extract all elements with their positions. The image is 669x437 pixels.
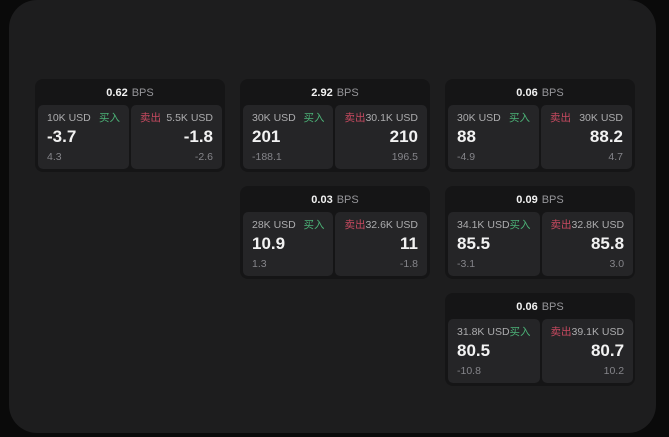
buy-tag: 买入 <box>509 326 531 338</box>
buy-tile[interactable]: 30K USD 买入 201 -188.1 <box>243 105 334 169</box>
sell-price: 11 <box>400 234 418 253</box>
sell-tile[interactable]: 卖出 5.5K USD -1.8 -2.6 <box>131 105 222 169</box>
bps-value: 0.06 <box>516 301 538 313</box>
quote-cards-grid: 0.62 BPS 10K USD 买入 -3.7 4.3 卖出 5.5K USD <box>35 79 635 386</box>
sell-tile[interactable]: 卖出 32.6K USD 11 -1.8 <box>335 212 427 276</box>
sell-change: 10.2 <box>603 365 625 377</box>
sell-notional: 39.1K USD <box>571 326 625 338</box>
buy-tile[interactable]: 31.8K USD 买入 80.5 -10.8 <box>448 319 540 383</box>
card-header: 0.06 BPS <box>448 296 632 319</box>
sell-price: 85.8 <box>590 234 625 253</box>
buy-change: 4.3 <box>47 151 62 163</box>
quote-card: 0.62 BPS 10K USD 买入 -3.7 4.3 卖出 5.5K USD <box>35 79 225 172</box>
card-header: 2.92 BPS <box>243 82 427 105</box>
buy-change: 1.3 <box>252 258 267 270</box>
buy-tag: 买入 <box>99 112 120 124</box>
buy-price: 88 <box>457 127 476 146</box>
sell-tag: 卖出 <box>140 112 161 124</box>
buy-change: -10.8 <box>457 365 481 377</box>
buy-notional: 34.1K USD <box>457 219 510 231</box>
sell-tile[interactable]: 卖出 30.1K USD 210 196.5 <box>335 105 427 169</box>
buy-tag: 买入 <box>509 219 531 231</box>
buy-notional: 30K USD <box>457 112 501 124</box>
card-header: 0.62 BPS <box>38 82 222 105</box>
bps-unit-label: BPS <box>336 194 359 206</box>
sell-price: -1.8 <box>183 127 213 146</box>
buy-price: 10.9 <box>252 234 286 253</box>
sell-price: 88.2 <box>589 127 623 146</box>
sell-tag: 卖出 <box>550 219 572 231</box>
bps-value: 0.03 <box>311 194 333 206</box>
bps-value: 0.06 <box>516 87 538 99</box>
buy-change: -3.1 <box>457 258 476 270</box>
quote-card: 0.06 BPS 30K USD 买入 88 -4.9 卖出 30K USD <box>445 79 635 172</box>
sell-change: 3.0 <box>609 258 625 270</box>
buy-price: 85.5 <box>457 234 491 253</box>
sell-price: 210 <box>389 127 418 146</box>
bps-unit-label: BPS <box>336 87 359 99</box>
sell-change: -1.8 <box>399 258 418 270</box>
buy-tag: 买入 <box>303 219 325 231</box>
buy-tag: 买入 <box>509 112 530 124</box>
sell-tag: 卖出 <box>344 219 366 231</box>
buy-notional: 31.8K USD <box>457 326 510 338</box>
buy-tag: 买入 <box>303 112 325 124</box>
sell-notional: 32.8K USD <box>571 219 625 231</box>
sell-tile[interactable]: 卖出 30K USD 88.2 4.7 <box>541 105 632 169</box>
sell-change: 4.7 <box>608 151 623 163</box>
sell-price: 80.7 <box>590 341 625 360</box>
bps-unit-label: BPS <box>541 87 564 99</box>
quote-card: 0.09 BPS 34.1K USD 买入 85.5 -3.1 卖出 32.8K… <box>445 186 635 279</box>
sell-change: -2.6 <box>194 151 213 163</box>
buy-notional: 28K USD <box>252 219 296 231</box>
buy-tile[interactable]: 34.1K USD 买入 85.5 -3.1 <box>448 212 540 276</box>
quote-card: 0.06 BPS 31.8K USD 买入 80.5 -10.8 卖出 39.1… <box>445 293 635 386</box>
card-header: 0.03 BPS <box>243 189 427 212</box>
sell-tag: 卖出 <box>550 112 571 124</box>
buy-price: -3.7 <box>47 127 77 146</box>
sell-tag: 卖出 <box>344 112 366 124</box>
bps-value: 0.09 <box>516 194 538 206</box>
sell-tile[interactable]: 卖出 39.1K USD 80.7 10.2 <box>541 319 634 383</box>
buy-tile[interactable]: 30K USD 买入 88 -4.9 <box>448 105 539 169</box>
sell-tag: 卖出 <box>550 326 572 338</box>
buy-tile[interactable]: 10K USD 买入 -3.7 4.3 <box>38 105 129 169</box>
bps-unit-label: BPS <box>131 87 154 99</box>
bps-unit-label: BPS <box>541 301 564 313</box>
buy-notional: 10K USD <box>47 112 91 124</box>
sell-notional: 30.1K USD <box>365 112 418 124</box>
buy-change: -4.9 <box>457 151 476 163</box>
quote-card: 2.92 BPS 30K USD 买入 201 -188.1 卖出 30.1K … <box>240 79 430 172</box>
sell-notional: 30K USD <box>579 112 623 124</box>
buy-change: -188.1 <box>252 151 282 163</box>
card-header: 0.06 BPS <box>448 82 632 105</box>
bps-value: 0.62 <box>106 87 128 99</box>
buy-tile[interactable]: 28K USD 买入 10.9 1.3 <box>243 212 334 276</box>
buy-price: 80.5 <box>457 341 491 360</box>
trading-panel: 0.62 BPS 10K USD 买入 -3.7 4.3 卖出 5.5K USD <box>9 0 656 433</box>
sell-notional: 32.6K USD <box>365 219 418 231</box>
card-header: 0.09 BPS <box>448 189 632 212</box>
bps-unit-label: BPS <box>541 194 564 206</box>
buy-notional: 30K USD <box>252 112 296 124</box>
sell-notional: 5.5K USD <box>166 112 213 124</box>
buy-price: 201 <box>252 127 281 146</box>
sell-tile[interactable]: 卖出 32.8K USD 85.8 3.0 <box>541 212 634 276</box>
quote-card: 0.03 BPS 28K USD 买入 10.9 1.3 卖出 32.6K US… <box>240 186 430 279</box>
sell-change: 196.5 <box>391 151 418 163</box>
bps-value: 2.92 <box>311 87 333 99</box>
